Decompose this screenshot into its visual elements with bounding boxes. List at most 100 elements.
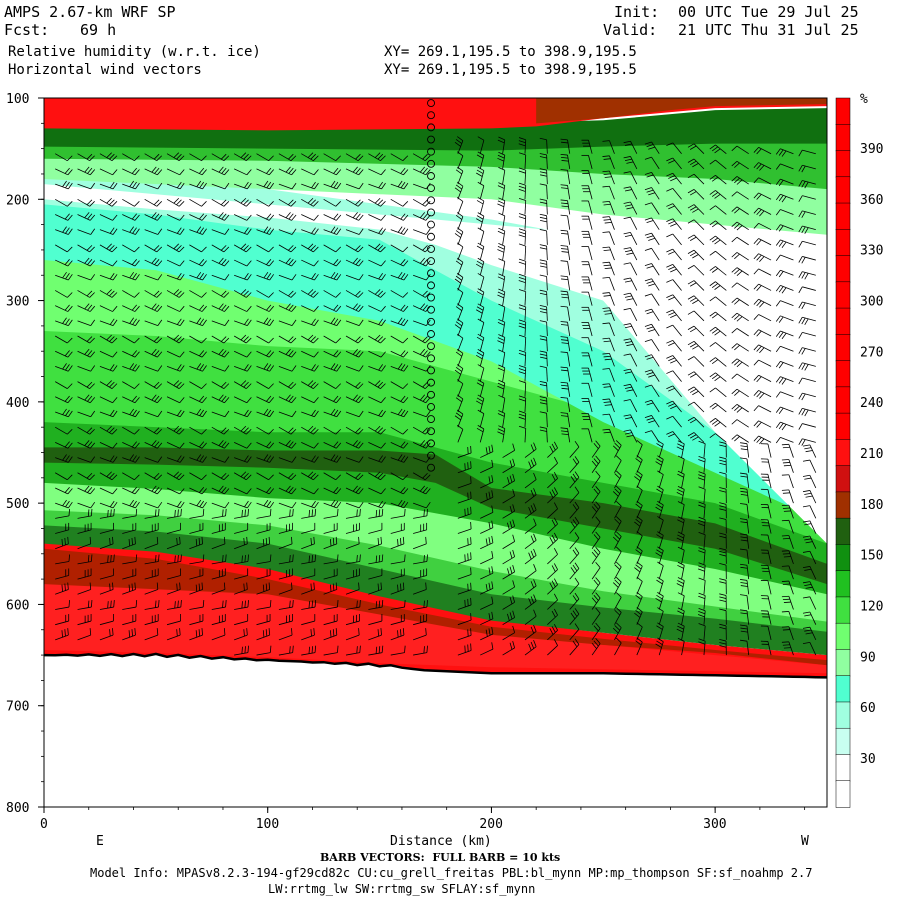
wind-barb [781, 565, 794, 580]
wind-barb [345, 182, 364, 190]
wind-barb [709, 296, 727, 306]
wind-barb [166, 425, 185, 435]
wind-barb [802, 550, 817, 565]
wind-barb [323, 271, 342, 281]
wind-barb [666, 339, 682, 352]
wind-barb [781, 595, 794, 610]
marker-circle [427, 402, 435, 411]
wind-barb [99, 409, 118, 418]
wind-barb [753, 314, 772, 322]
wind-barb [798, 164, 816, 173]
wind-barb [476, 349, 485, 367]
wind-barb [345, 365, 364, 372]
wind-barb [798, 180, 816, 189]
wind-barb [802, 581, 817, 595]
wind-barb [781, 535, 794, 549]
wind-barb [498, 303, 506, 321]
wind-barb [657, 607, 664, 625]
wind-barb [602, 413, 615, 428]
wind-barb [775, 224, 794, 232]
wind-barb [518, 380, 527, 397]
wind-barb [77, 290, 95, 298]
wind-barb [412, 485, 431, 495]
wind-barb [323, 486, 342, 495]
wind-barb [539, 365, 548, 382]
wind-barb [666, 172, 682, 185]
wind-barb [602, 140, 615, 154]
wind-barb [677, 607, 685, 625]
field-darkgreen-top [44, 108, 827, 151]
wind-barb [457, 537, 472, 550]
wind-barb [345, 645, 361, 656]
wind-barb [144, 628, 159, 641]
wind-barb [144, 365, 163, 372]
wind-barb [99, 582, 114, 595]
marker-circle [427, 415, 435, 424]
wind-barb [99, 487, 118, 495]
wind-barb [189, 226, 207, 235]
wind-barb [614, 546, 622, 565]
wind-barb [666, 355, 682, 367]
wind-barb [122, 472, 140, 481]
wind-barb [798, 210, 816, 218]
wind-barb [502, 641, 515, 656]
wind-barb [644, 384, 660, 398]
wind-barb [390, 645, 406, 656]
wind-barb [709, 266, 727, 276]
y-tick-label: 600 [6, 598, 29, 613]
wind-barb [77, 365, 96, 372]
colorbar-label: 270 [860, 345, 883, 360]
wind-barb [211, 212, 230, 221]
wind-barb [189, 628, 203, 641]
wind-barb [233, 487, 252, 495]
wind-barb [301, 273, 319, 281]
wind-barb [144, 303, 163, 312]
wind-barb [99, 259, 118, 267]
wind-barb [144, 426, 163, 435]
wind-barb [547, 441, 558, 458]
wind-barb [719, 547, 727, 564]
wind-barb [368, 442, 386, 449]
wind-barb [560, 366, 571, 382]
wind-barb [497, 151, 506, 169]
wind-barb [760, 625, 772, 640]
wind-barb [591, 546, 601, 565]
wind-barb [480, 459, 494, 474]
wind-barb [666, 142, 682, 154]
wind-barb [539, 289, 548, 306]
wind-barb [539, 168, 548, 185]
init-label: Init: [614, 3, 660, 21]
wind-barb [709, 250, 727, 261]
wind-barb [99, 455, 118, 463]
wind-barb [390, 536, 405, 550]
wind-barb [477, 364, 485, 382]
wind-barb [99, 471, 118, 481]
wind-barb [560, 397, 571, 413]
wind-barb [560, 336, 571, 352]
wind-barb [166, 628, 181, 641]
wind-barb [802, 566, 817, 580]
wind-barb [560, 412, 571, 428]
wind-barb [189, 472, 207, 481]
wind-barb [278, 153, 297, 162]
wind-barb [122, 508, 138, 519]
wind-barb [524, 457, 537, 474]
wind-barb [476, 394, 485, 413]
wind-barb [301, 396, 319, 404]
wind-barb [666, 203, 682, 215]
wind-barb [666, 188, 682, 200]
wind-barb [323, 426, 341, 435]
wind-barb [731, 373, 749, 382]
wind-barb [476, 242, 485, 261]
wind-barb [581, 154, 593, 170]
wind-barb [99, 396, 118, 404]
colorbar-label: 240 [860, 396, 883, 411]
wind-barb [539, 213, 548, 230]
wind-barb [122, 226, 140, 235]
wind-barb [731, 267, 749, 276]
wind-barb [390, 600, 406, 610]
wind-barb [666, 157, 682, 170]
wind-barb [666, 279, 682, 291]
wind-barb [698, 456, 706, 473]
wind-barb [731, 312, 749, 322]
